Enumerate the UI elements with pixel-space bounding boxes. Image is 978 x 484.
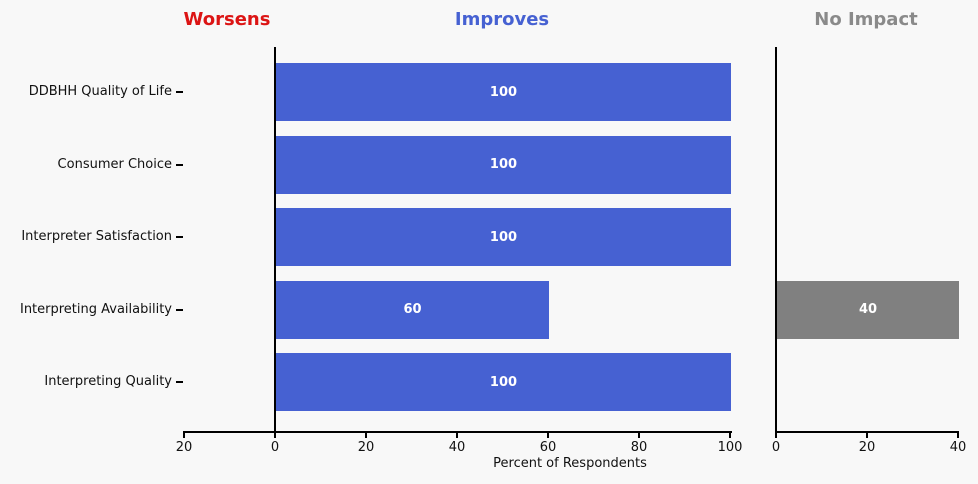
category-label: DDBHH Quality of Life bbox=[28, 84, 172, 99]
x-tick-label: 80 bbox=[630, 440, 648, 455]
y-tick-mark bbox=[176, 381, 183, 384]
x-tick-mark bbox=[365, 433, 367, 438]
category-label: Interpreting Quality bbox=[44, 374, 172, 390]
x-tick-label: 40 bbox=[448, 440, 466, 455]
y-tick-mark bbox=[176, 91, 183, 93]
bar-value-label: 100 bbox=[489, 374, 518, 390]
y-tick-mark bbox=[176, 163, 183, 166]
x-tick-label: 20 bbox=[175, 440, 193, 455]
x-tick-label: 60 bbox=[539, 440, 557, 455]
header-improves: Improves bbox=[454, 9, 550, 30]
x-tick-label: 100 bbox=[717, 440, 743, 455]
improves-bar: 60 bbox=[276, 280, 549, 339]
no-impact-axis-spine bbox=[775, 47, 777, 433]
zero-axis-line bbox=[274, 47, 276, 433]
x-axis-spine-main bbox=[183, 431, 732, 433]
bar-value-label: 40 bbox=[858, 302, 878, 318]
bar-value-label: 100 bbox=[489, 229, 518, 245]
y-tick-mark bbox=[176, 236, 183, 239]
bar-value-label: 100 bbox=[489, 84, 518, 100]
x-axis-spine-no-impact bbox=[775, 431, 959, 433]
x-tick-mark bbox=[274, 433, 276, 438]
x-tick-mark bbox=[775, 433, 777, 438]
x-tick-mark bbox=[729, 433, 731, 438]
x-tick-mark bbox=[547, 433, 549, 438]
x-tick-mark bbox=[456, 433, 458, 438]
improves-bar: 100 bbox=[276, 63, 731, 121]
x-axis-label: Percent of Respondents bbox=[493, 456, 647, 471]
y-tick-mark bbox=[176, 308, 183, 311]
header-worsens: Worsens bbox=[183, 9, 271, 30]
improves-bar: 100 bbox=[276, 353, 731, 412]
improves-bar: 100 bbox=[276, 208, 731, 267]
x-tick-mark bbox=[957, 433, 959, 438]
category-label: Interpreter Satisfaction bbox=[21, 229, 172, 245]
x-tick-label: 20 bbox=[858, 440, 876, 455]
category-label: Interpreting Availability bbox=[19, 301, 172, 317]
x-tick-label: 0 bbox=[270, 440, 280, 455]
no-impact-bar: 40 bbox=[777, 280, 959, 339]
bar-value-label: 60 bbox=[403, 302, 422, 318]
x-tick-label: 20 bbox=[357, 440, 375, 455]
improves-bar: 100 bbox=[276, 135, 731, 194]
x-tick-mark bbox=[866, 433, 868, 438]
x-tick-mark bbox=[183, 433, 185, 438]
header-no-impact: No Impact bbox=[814, 9, 918, 30]
category-label: Consumer Choice bbox=[57, 156, 172, 172]
x-tick-mark bbox=[638, 433, 640, 438]
bar-value-label: 100 bbox=[489, 157, 518, 173]
x-tick-label: 40 bbox=[949, 440, 967, 455]
x-tick-label: 0 bbox=[771, 440, 781, 455]
